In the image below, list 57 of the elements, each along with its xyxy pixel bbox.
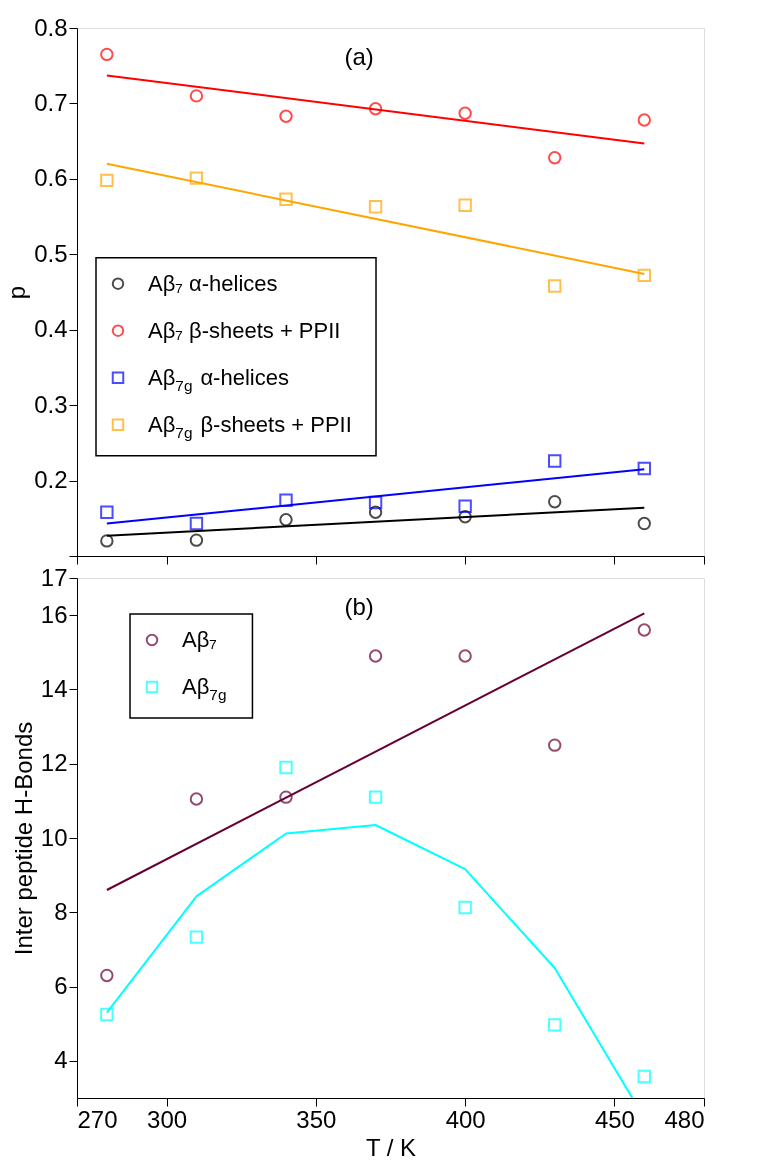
- point: [637, 461, 651, 476]
- point: [368, 505, 383, 519]
- x-tick-label: 480: [664, 1105, 705, 1133]
- y-tick-label: 0.8: [34, 13, 68, 41]
- point: [458, 106, 472, 120]
- y-tick-label: 4: [54, 1046, 68, 1074]
- y-tick-label: 10: [40, 823, 68, 851]
- x-tick-label: 300: [147, 1105, 188, 1133]
- y-tick-label: 16: [40, 600, 68, 628]
- y-tick-label: 12: [40, 749, 68, 777]
- point: [458, 499, 472, 513]
- point: [458, 198, 472, 212]
- annotation: (b): [344, 593, 374, 620]
- point: [189, 516, 204, 531]
- point: [189, 533, 204, 547]
- point: [548, 454, 562, 468]
- point: [100, 47, 114, 62]
- y-tick-label: 14: [40, 674, 68, 702]
- point: [548, 151, 562, 165]
- point: [548, 279, 562, 293]
- y-tick-label: 0.2: [34, 466, 68, 494]
- point: [279, 109, 293, 123]
- y-axis-title: p: [3, 285, 31, 300]
- point: [279, 192, 293, 206]
- y-tick-label: 0.6: [34, 164, 68, 192]
- x-tick-label: 270: [77, 1105, 118, 1133]
- point: [189, 89, 204, 103]
- point: [189, 171, 204, 185]
- y-tick-label: 6: [54, 972, 68, 1000]
- legend-label: Aβ₇ α-helices: [148, 270, 278, 296]
- annotation: (a): [344, 43, 374, 70]
- point: [458, 510, 472, 524]
- point: [279, 493, 293, 507]
- point: [637, 268, 651, 283]
- y-tick-label: 0.5: [34, 239, 68, 267]
- y-tick-label: 0.4: [34, 315, 68, 343]
- point: [368, 200, 383, 214]
- point: [548, 495, 562, 509]
- point: [279, 513, 293, 527]
- y-tick-label: 8: [54, 897, 68, 925]
- point: [100, 534, 114, 548]
- x-tick-label: 400: [445, 1105, 486, 1133]
- point: [637, 516, 651, 531]
- y-axis-title: Inter peptide H-Bonds: [9, 721, 37, 956]
- x-tick-label: 350: [296, 1105, 337, 1133]
- legend-label: Aβ₇ β-sheets + PPII: [148, 317, 341, 343]
- point: [368, 102, 383, 116]
- x-tick-label: 450: [594, 1105, 635, 1133]
- x-axis-title: T / K: [365, 1133, 417, 1161]
- y-tick-label: 17: [40, 563, 68, 591]
- point: [368, 495, 383, 510]
- point: [100, 173, 114, 188]
- point: [100, 505, 114, 519]
- legend-label: Aβ₇: [182, 627, 217, 652]
- point: [637, 113, 651, 127]
- y-tick-label: 0.7: [34, 88, 68, 116]
- y-tick-label: 0.3: [34, 390, 68, 418]
